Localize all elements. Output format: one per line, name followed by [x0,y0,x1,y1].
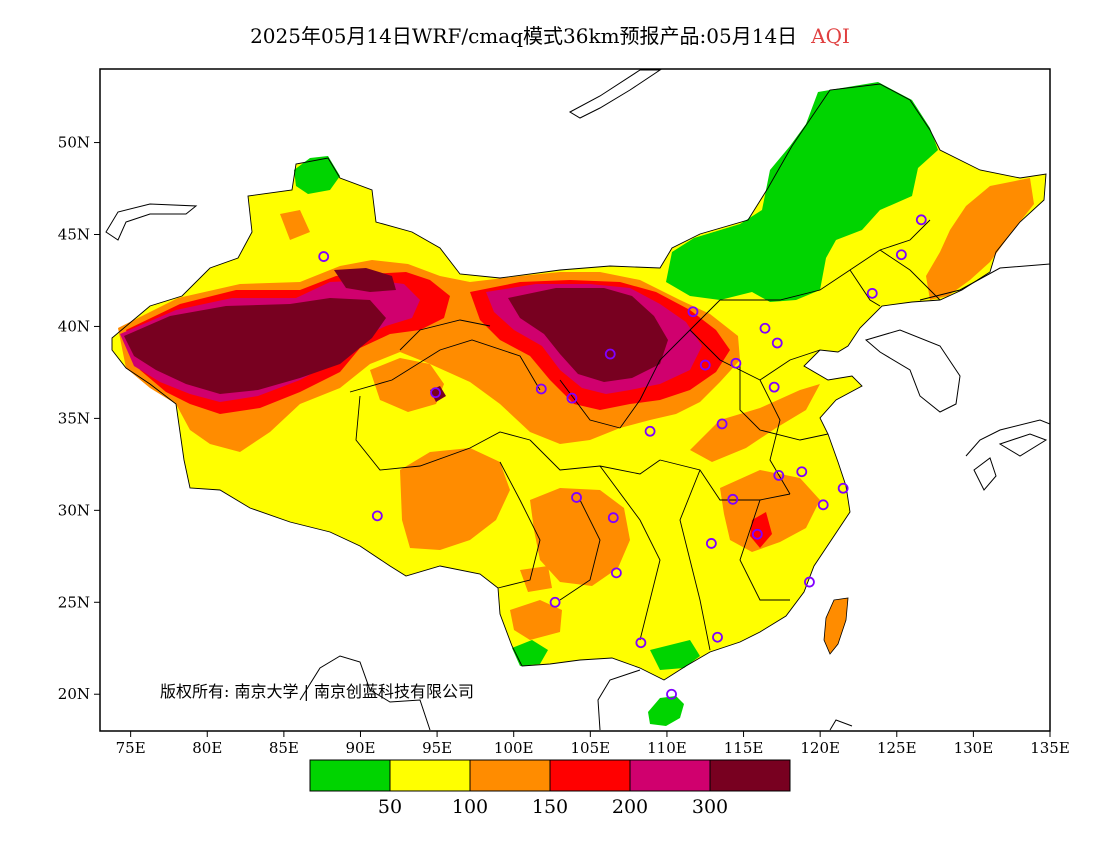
station-marker [687,306,699,318]
aqi-legend: 50 100 150 200 300 [309,759,791,818]
x-tick-label: 100E [494,739,534,757]
station-marker [727,493,739,505]
x-tick-label: 110E [647,739,687,757]
title-variable: AQI [811,24,850,48]
station-marker [817,499,829,511]
legend-label: 50 [378,796,402,818]
aqi-green-xinjiang-north [294,156,340,194]
station-marker [705,538,717,549]
station-markers [318,214,927,700]
station-marker [566,392,578,404]
aqi-maroon-alxa [508,288,668,382]
x-tick-label: 125E [877,739,917,757]
axis-ticks: 75E 80E 85E 90E 95E 100E 105E 110E 115E 120E 125E 1… [58,134,1070,757]
aqi-orange-northeast [926,178,1034,300]
legend-swatch [629,759,711,792]
station-marker [751,528,763,540]
legend-swatch [469,759,551,792]
station-marker [635,637,647,649]
aqi-orange-plain [690,384,820,462]
station-marker [644,425,656,437]
station-marker [716,418,728,430]
station-marker [866,287,878,299]
station-marker [430,387,441,399]
y-tick-label: 30N [58,501,90,519]
station-marker [699,359,711,371]
station-marker [837,482,849,494]
x-tick-label: 105E [571,739,611,757]
aqi-maroon-taklamakan [124,298,386,394]
aqi-maroon-qaidam [430,386,446,402]
station-marker [666,688,677,700]
x-tick-label: 80E [192,739,222,757]
x-tick-label: 120E [800,739,840,757]
map-title: 2025年05月14日WRF/cmaq模式36km预报产品:05月14日 AQI [0,20,1100,49]
y-tick-label: 20N [58,685,90,703]
station-marker [895,249,907,261]
y-tick-label: 45N [58,226,90,244]
station-marker [804,576,815,588]
station-marker [773,469,785,481]
legend-label: 200 [612,796,648,818]
aqi-orange-sichuan [530,488,630,586]
y-tick-label: 50N [58,134,90,152]
map-frame [99,68,1051,732]
station-marker [712,631,723,643]
station-marker [549,596,561,608]
legend-swatch [549,759,631,792]
station-marker [571,492,582,503]
y-tick-label: 35N [58,409,90,427]
x-tick-label: 130E [954,739,994,757]
station-marker [730,357,742,369]
x-tick-label: 85E [269,739,299,757]
aqi-orange-tibet [400,448,510,550]
station-marker [607,512,619,524]
station-marker [796,466,808,478]
station-marker [535,383,547,395]
province-boundaries [111,83,1047,681]
station-marker [604,348,616,360]
station-marker [371,510,383,522]
aqi-green-northeast [666,82,938,302]
station-marker [610,567,622,579]
y-tick-label: 25N [58,593,90,611]
title-text: 2025年05月14日WRF/cmaq模式36km预报产品:05月14日 [250,24,798,48]
station-marker [759,322,771,334]
aqi-green-south [512,640,700,670]
x-tick-label: 75E [116,739,146,757]
legend-swatch [709,759,791,792]
legend-swatch [389,759,471,792]
station-marker [771,337,783,349]
station-marker [768,381,780,393]
legend-label: 300 [692,796,728,818]
taiwan-orange [823,597,849,655]
x-tick-label: 95E [422,739,452,757]
x-tick-label: 135E [1030,739,1070,757]
station-marker [915,214,927,226]
aqi-orange-qinghai [370,358,444,412]
y-tick-label: 40N [58,317,90,335]
copyright-text: 版权所有: 南京大学 | 南京创蓝科技有限公司 [160,682,474,701]
station-marker [318,251,330,262]
legend-label: 150 [532,796,568,818]
aqi-maroon-turpan [334,268,396,292]
hainan-green [648,696,684,726]
legend-label: 100 [452,796,488,818]
legend-swatch [309,759,391,792]
x-tick-label: 90E [345,739,375,757]
aqi-orange-central [720,470,820,552]
neighbor-outlines [105,69,1050,731]
x-tick-label: 115E [724,739,764,757]
